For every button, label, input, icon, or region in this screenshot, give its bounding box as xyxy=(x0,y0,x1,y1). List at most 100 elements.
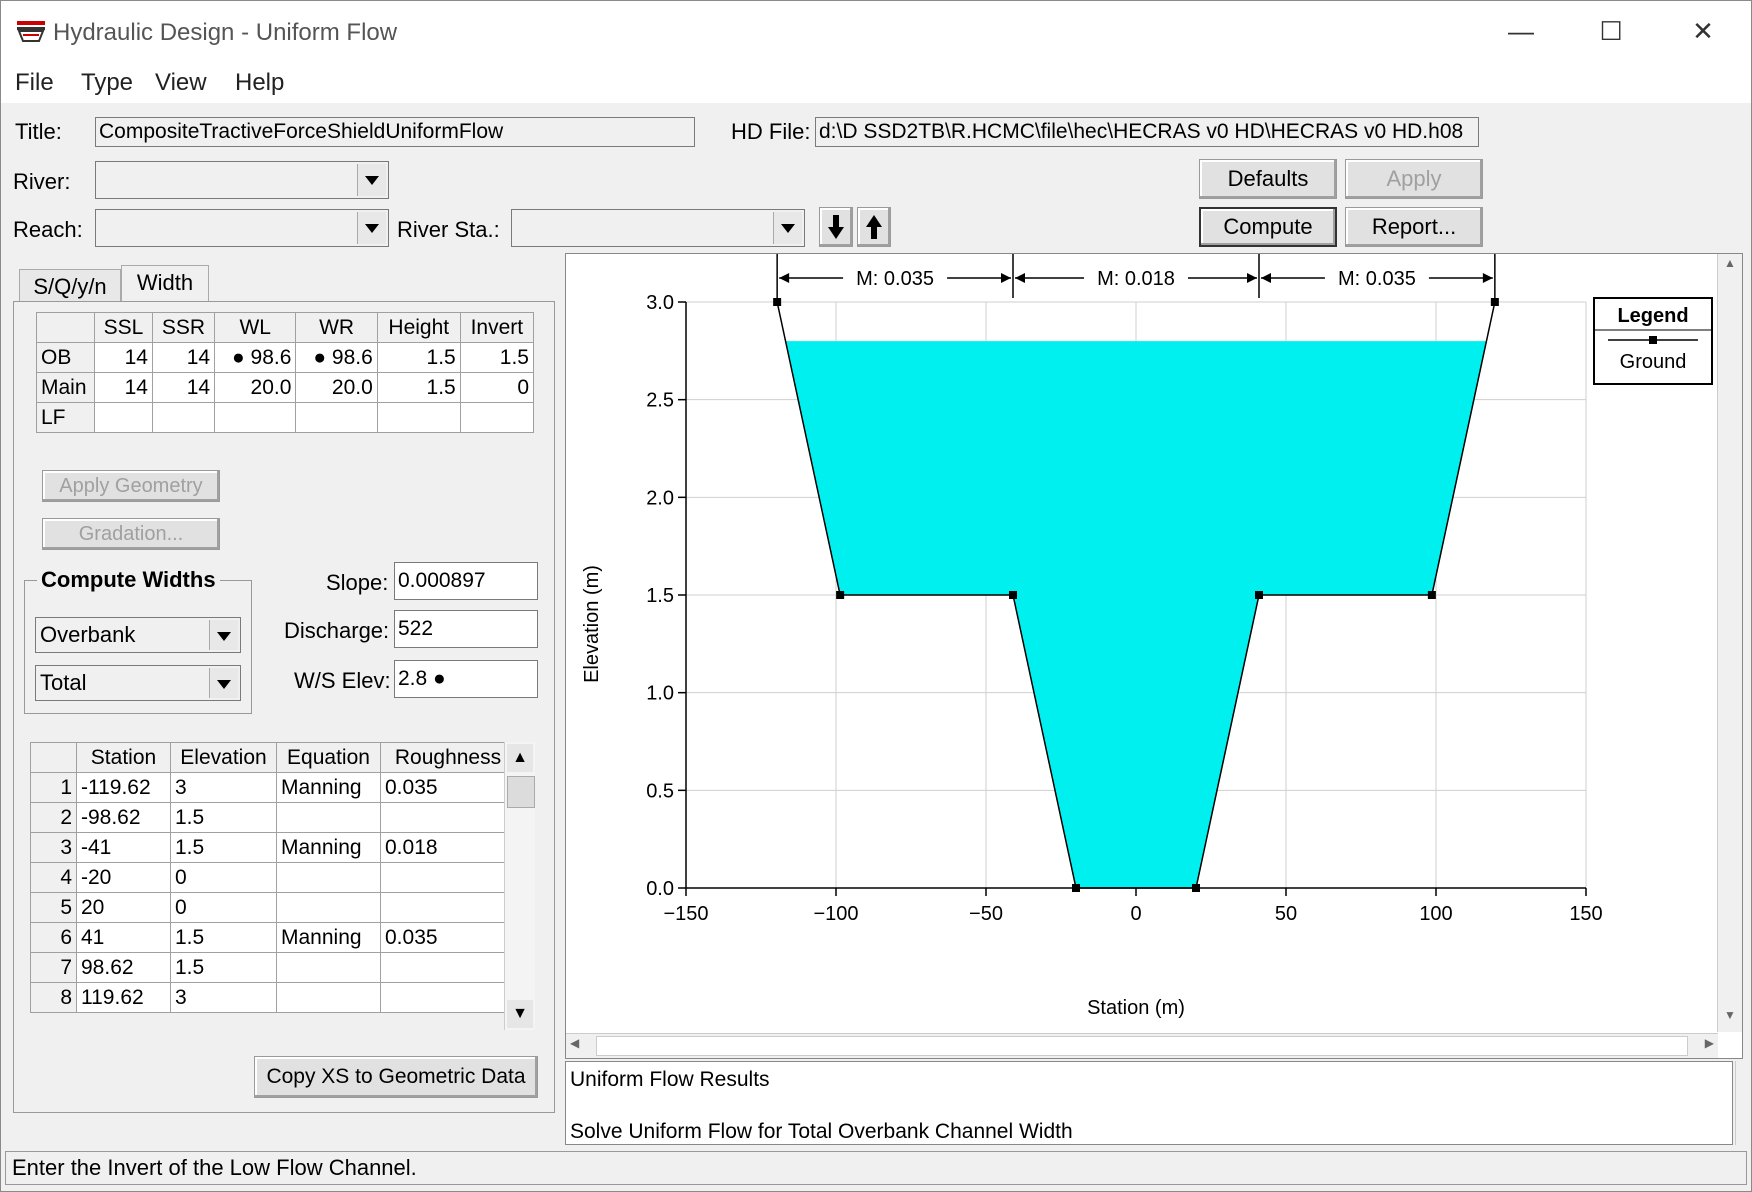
chevron-down-icon[interactable] xyxy=(209,668,238,698)
maximize-button[interactable]: ☐ xyxy=(1599,16,1623,46)
compute-button[interactable]: Compute xyxy=(1199,207,1337,247)
title-bar: Hydraulic Design - Uniform Flow — ☐ ✕ xyxy=(1,1,1751,63)
table-cell[interactable]: 3 xyxy=(170,982,277,1013)
xs-table[interactable]: Station Elevation Equation Roughness 1 -1… xyxy=(30,742,516,1013)
river-select[interactable] xyxy=(95,161,389,199)
table-cell[interactable]: 0.018 xyxy=(380,832,516,863)
table-cell[interactable]: 14 xyxy=(151,342,216,373)
width-table[interactable]: SSL SSR WL WR Height Invert OB 14 14 ● 9… xyxy=(36,312,535,433)
scroll-left-icon[interactable]: ◀ xyxy=(570,1036,580,1050)
river-sta-select[interactable] xyxy=(511,209,805,247)
table-cell[interactable]: 1.5 xyxy=(376,372,461,403)
menu-file[interactable]: File xyxy=(15,69,54,96)
table-cell[interactable]: 119.62 xyxy=(76,982,171,1013)
table-cell[interactable] xyxy=(380,802,516,833)
table-cell[interactable]: 41 xyxy=(76,922,171,953)
compute-widths-select-1[interactable]: Overbank xyxy=(35,617,241,653)
scroll-right-icon[interactable]: ▶ xyxy=(1704,1036,1714,1050)
menu-help[interactable]: Help xyxy=(235,69,285,96)
table-cell[interactable]: ● 98.6 xyxy=(214,342,297,373)
plot-hscroll[interactable]: ◀ ▶ xyxy=(566,1033,1718,1058)
ws-elev-input[interactable]: 2.8 ● xyxy=(394,660,538,698)
table-cell[interactable] xyxy=(380,862,516,893)
scroll-thumb[interactable] xyxy=(596,1036,1688,1056)
table-cell[interactable] xyxy=(276,952,381,983)
arrow-up-button[interactable] xyxy=(857,207,891,247)
table-cell[interactable]: Manning xyxy=(276,832,381,863)
table-cell[interactable] xyxy=(380,982,516,1013)
compute-widths-select-2[interactable]: Total xyxy=(35,665,241,701)
table-cell[interactable]: -41 xyxy=(76,832,171,863)
table-cell[interactable]: 1.5 xyxy=(376,342,461,373)
scroll-down-icon[interactable]: ▼ xyxy=(507,1000,533,1028)
table-cell[interactable] xyxy=(276,802,381,833)
table-cell[interactable] xyxy=(295,402,378,433)
table-cell[interactable] xyxy=(276,862,381,893)
table-cell[interactable]: Manning xyxy=(276,922,381,953)
table-cell[interactable]: 1.5 xyxy=(170,922,277,953)
table-cell[interactable]: 20.0 xyxy=(214,372,297,403)
slope-input[interactable]: 0.000897 xyxy=(394,562,538,600)
chevron-down-icon[interactable] xyxy=(357,212,386,244)
reach-select[interactable] xyxy=(95,209,389,247)
table-cell[interactable] xyxy=(151,402,216,433)
chevron-down-icon[interactable] xyxy=(209,620,238,650)
table-cell[interactable]: 20.0 xyxy=(295,372,378,403)
table-cell[interactable] xyxy=(276,892,381,923)
table-cell[interactable]: 0 xyxy=(170,892,277,923)
arrow-down-button[interactable] xyxy=(819,207,853,247)
table-cell[interactable]: 0 xyxy=(459,372,535,403)
table-cell[interactable] xyxy=(376,402,461,433)
report-button[interactable]: Report... xyxy=(1345,207,1483,247)
table-cell[interactable] xyxy=(214,402,297,433)
table-cell[interactable]: 0.035 xyxy=(380,772,516,803)
gradation-button[interactable]: Gradation... xyxy=(42,518,220,550)
table-cell[interactable]: 14 xyxy=(94,372,153,403)
table-cell[interactable]: 14 xyxy=(94,342,153,373)
discharge-input[interactable]: 522 xyxy=(394,610,538,648)
chevron-down-icon[interactable] xyxy=(357,164,386,196)
title-field[interactable]: CompositeTractiveForceShieldUniformFlow xyxy=(95,117,695,147)
apply-button[interactable]: Apply xyxy=(1345,159,1483,199)
tab-sqyn[interactable]: S/Q/y/n xyxy=(19,269,121,303)
results-scrollbar[interactable] xyxy=(1735,1061,1750,1145)
table-cell[interactable]: 20 xyxy=(76,892,171,923)
chevron-down-icon[interactable] xyxy=(773,212,802,244)
table-cell[interactable]: 1.5 xyxy=(170,952,277,983)
tab-width[interactable]: Width xyxy=(121,265,209,303)
scroll-thumb[interactable] xyxy=(507,776,535,808)
table-cell[interactable]: -20 xyxy=(76,862,171,893)
plot-vscroll[interactable]: ▲ ▼ xyxy=(1717,254,1742,1032)
table-cell[interactable] xyxy=(276,982,381,1013)
table-cell[interactable] xyxy=(94,402,153,433)
defaults-button[interactable]: Defaults xyxy=(1199,159,1337,199)
apply-geometry-button[interactable]: Apply Geometry xyxy=(42,470,220,502)
table-cell[interactable]: 3 xyxy=(170,772,277,803)
table-cell[interactable]: 1.5 xyxy=(170,832,277,863)
table-cell[interactable]: 98.62 xyxy=(76,952,171,983)
table-cell[interactable]: ● 98.6 xyxy=(295,342,378,373)
table-cell[interactable] xyxy=(459,402,535,433)
xs-table-scrollbar[interactable]: ▲ ▼ xyxy=(504,742,535,1030)
menu-type[interactable]: Type xyxy=(81,69,134,96)
table-cell[interactable] xyxy=(380,892,516,923)
arrow-down-icon xyxy=(828,215,844,239)
hd-file-field[interactable]: d:\D SSD2TB\R.HCMC\file\hec\HECRAS v0 HD… xyxy=(815,117,1479,147)
table-cell[interactable]: 1.5 xyxy=(459,342,535,373)
scroll-down-icon[interactable]: ▼ xyxy=(1724,1008,1736,1022)
table-header: Station xyxy=(76,742,171,773)
scroll-up-icon[interactable]: ▲ xyxy=(507,744,533,772)
table-cell[interactable]: -119.62 xyxy=(76,772,171,803)
table-cell[interactable]: 1.5 xyxy=(170,802,277,833)
table-cell[interactable]: 14 xyxy=(151,372,216,403)
menu-view[interactable]: View xyxy=(155,69,207,96)
table-cell[interactable]: Manning xyxy=(276,772,381,803)
table-cell[interactable]: 0.035 xyxy=(380,922,516,953)
minimize-button[interactable]: — xyxy=(1508,16,1534,46)
table-cell[interactable] xyxy=(380,952,516,983)
close-button[interactable]: ✕ xyxy=(1692,16,1714,46)
copy-xs-button[interactable]: Copy XS to Geometric Data xyxy=(254,1056,538,1098)
table-cell[interactable]: 0 xyxy=(170,862,277,893)
table-cell[interactable]: -98.62 xyxy=(76,802,171,833)
scroll-up-icon[interactable]: ▲ xyxy=(1724,256,1736,270)
